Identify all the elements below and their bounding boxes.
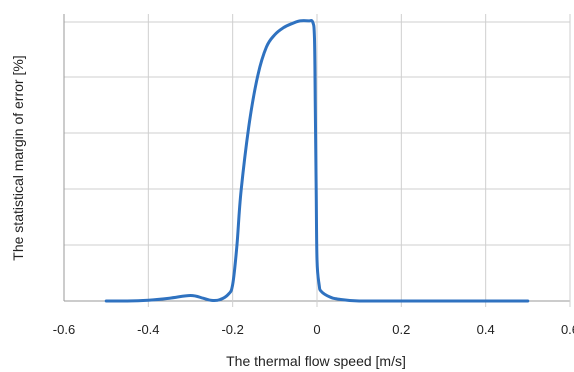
x-tick-label: 0.4: [477, 322, 495, 337]
y-axis-label: The statistical margin of error [%]: [10, 55, 26, 260]
x-tick-label: 0: [313, 322, 320, 337]
series-layer: [104, 18, 530, 303]
label-layer: -0.6 -0.4 -0.2 0 0.2 0.4 0.6: [53, 322, 574, 337]
x-tick-label: 0.6: [561, 322, 574, 337]
x-axis-label: The thermal flow speed [m/s]: [226, 353, 406, 369]
x-tick-label: -0.4: [137, 322, 159, 337]
x-tick-label: 0.2: [392, 322, 410, 337]
series-line: [104, 18, 530, 303]
x-tick-label: -0.6: [53, 322, 75, 337]
x-tick-label: -0.2: [221, 322, 243, 337]
